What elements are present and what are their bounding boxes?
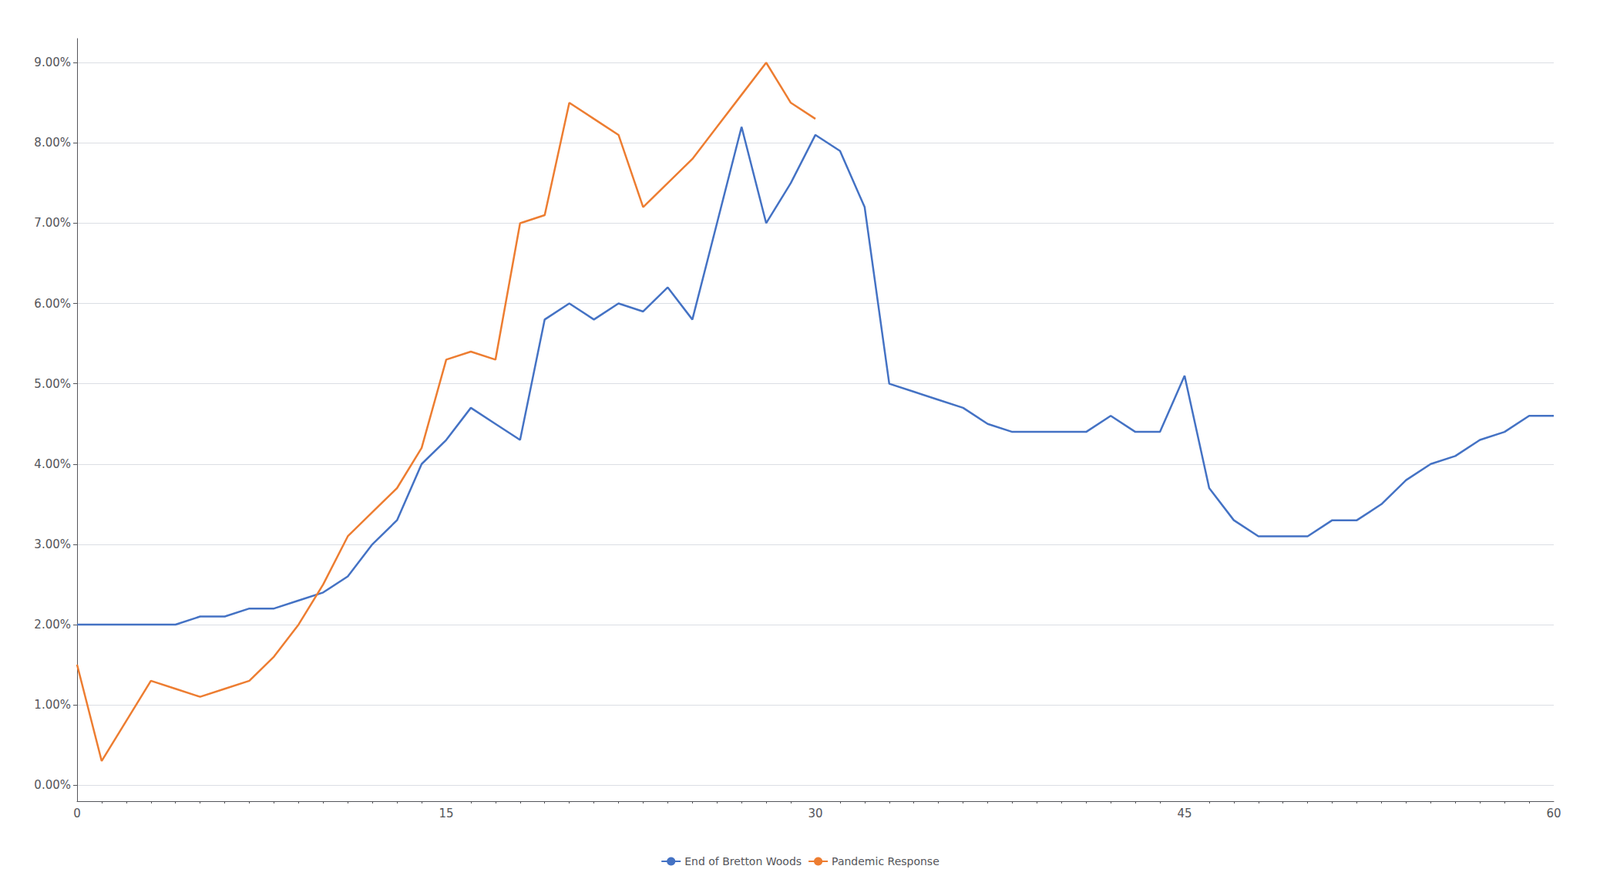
svg-text:45: 45 xyxy=(1176,806,1192,821)
svg-text:9.00%: 9.00% xyxy=(33,55,71,70)
svg-text:8.00%: 8.00% xyxy=(33,135,71,150)
svg-text:6.00%: 6.00% xyxy=(33,296,71,311)
svg-text:0.00%: 0.00% xyxy=(33,777,71,792)
svg-text:7.00%: 7.00% xyxy=(33,215,71,230)
svg-text:30: 30 xyxy=(807,806,823,821)
svg-text:5.00%: 5.00% xyxy=(33,376,71,391)
svg-text:1.00%: 1.00% xyxy=(33,697,71,712)
svg-text:60: 60 xyxy=(1546,806,1561,821)
svg-text:0: 0 xyxy=(73,806,81,821)
svg-text:3.00%: 3.00% xyxy=(33,537,71,552)
svg-text:Pandemic Response: Pandemic Response xyxy=(831,854,940,868)
svg-text:2.00%: 2.00% xyxy=(33,617,71,632)
svg-text:4.00%: 4.00% xyxy=(33,457,71,471)
svg-text:15: 15 xyxy=(438,806,454,821)
svg-text:End of Bretton Woods: End of Bretton Woods xyxy=(684,854,802,868)
